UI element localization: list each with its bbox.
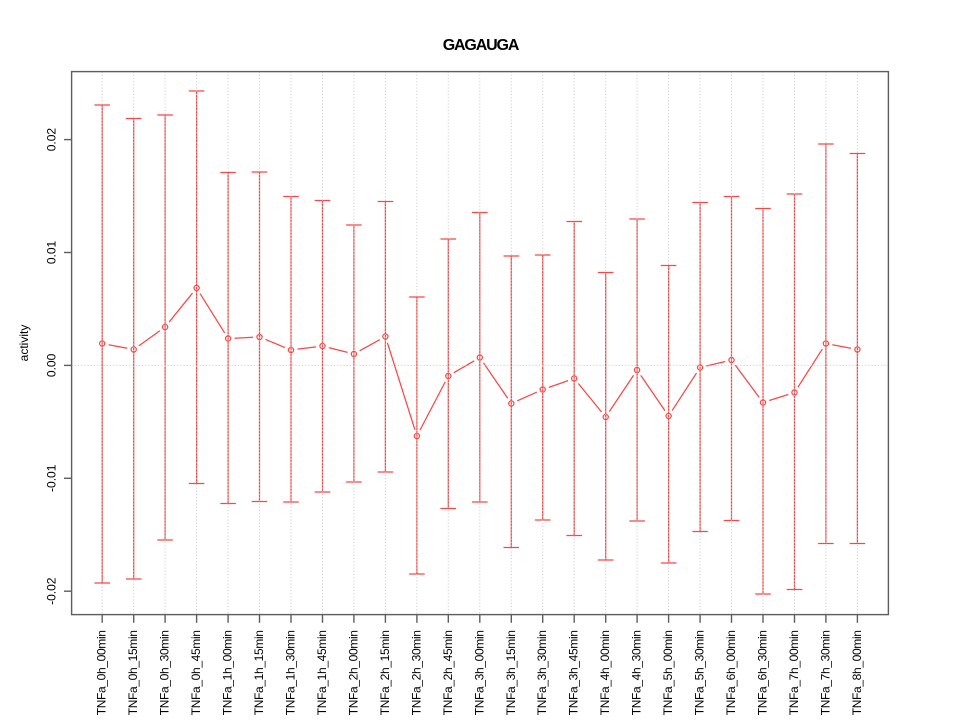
- svg-text:TNFa_7h_30min: TNFa_7h_30min: [818, 630, 832, 715]
- svg-text:TNFa_1h_30min: TNFa_1h_30min: [284, 630, 298, 715]
- svg-text:TNFa_3h_15min: TNFa_3h_15min: [504, 630, 518, 715]
- svg-text:TNFa_6h_30min: TNFa_6h_30min: [756, 630, 770, 715]
- svg-text:0.01: 0.01: [44, 240, 58, 264]
- svg-text:TNFa_7h_00min: TNFa_7h_00min: [787, 630, 801, 715]
- svg-text:TNFa_3h_30min: TNFa_3h_30min: [535, 630, 549, 715]
- svg-text:TNFa_5h_30min: TNFa_5h_30min: [693, 630, 707, 715]
- svg-text:TNFa_0h_15min: TNFa_0h_15min: [126, 630, 140, 715]
- svg-text:TNFa_3h_00min: TNFa_3h_00min: [472, 630, 486, 715]
- svg-text:-0.01: -0.01: [44, 464, 58, 492]
- svg-text:activity: activity: [17, 325, 31, 362]
- svg-text:TNFa_6h_00min: TNFa_6h_00min: [724, 630, 738, 715]
- svg-text:TNFa_2h_30min: TNFa_2h_30min: [409, 630, 423, 715]
- svg-text:0.02: 0.02: [44, 128, 58, 152]
- svg-text:0.00: 0.00: [44, 353, 58, 377]
- svg-text:TNFa_1h_45min: TNFa_1h_45min: [315, 630, 329, 715]
- svg-text:TNFa_4h_30min: TNFa_4h_30min: [630, 630, 644, 715]
- svg-text:TNFa_2h_00min: TNFa_2h_00min: [346, 630, 360, 715]
- svg-text:TNFa_0h_45min: TNFa_0h_45min: [189, 630, 203, 715]
- svg-text:TNFa_5h_00min: TNFa_5h_00min: [661, 630, 675, 715]
- svg-text:TNFa_8h_00min: TNFa_8h_00min: [850, 630, 864, 715]
- svg-text:TNFa_1h_15min: TNFa_1h_15min: [252, 630, 266, 715]
- svg-text:TNFa_2h_15min: TNFa_2h_15min: [378, 630, 392, 715]
- svg-text:TNFa_0h_30min: TNFa_0h_30min: [158, 630, 172, 715]
- svg-text:TNFa_4h_00min: TNFa_4h_00min: [598, 630, 612, 715]
- svg-text:GAGAUGA: GAGAUGA: [443, 37, 520, 54]
- svg-text:TNFa_1h_00min: TNFa_1h_00min: [221, 630, 235, 715]
- svg-text:-0.02: -0.02: [44, 577, 58, 605]
- svg-text:TNFa_3h_45min: TNFa_3h_45min: [567, 630, 581, 715]
- svg-text:TNFa_0h_00min: TNFa_0h_00min: [95, 630, 109, 715]
- svg-text:TNFa_2h_45min: TNFa_2h_45min: [441, 630, 455, 715]
